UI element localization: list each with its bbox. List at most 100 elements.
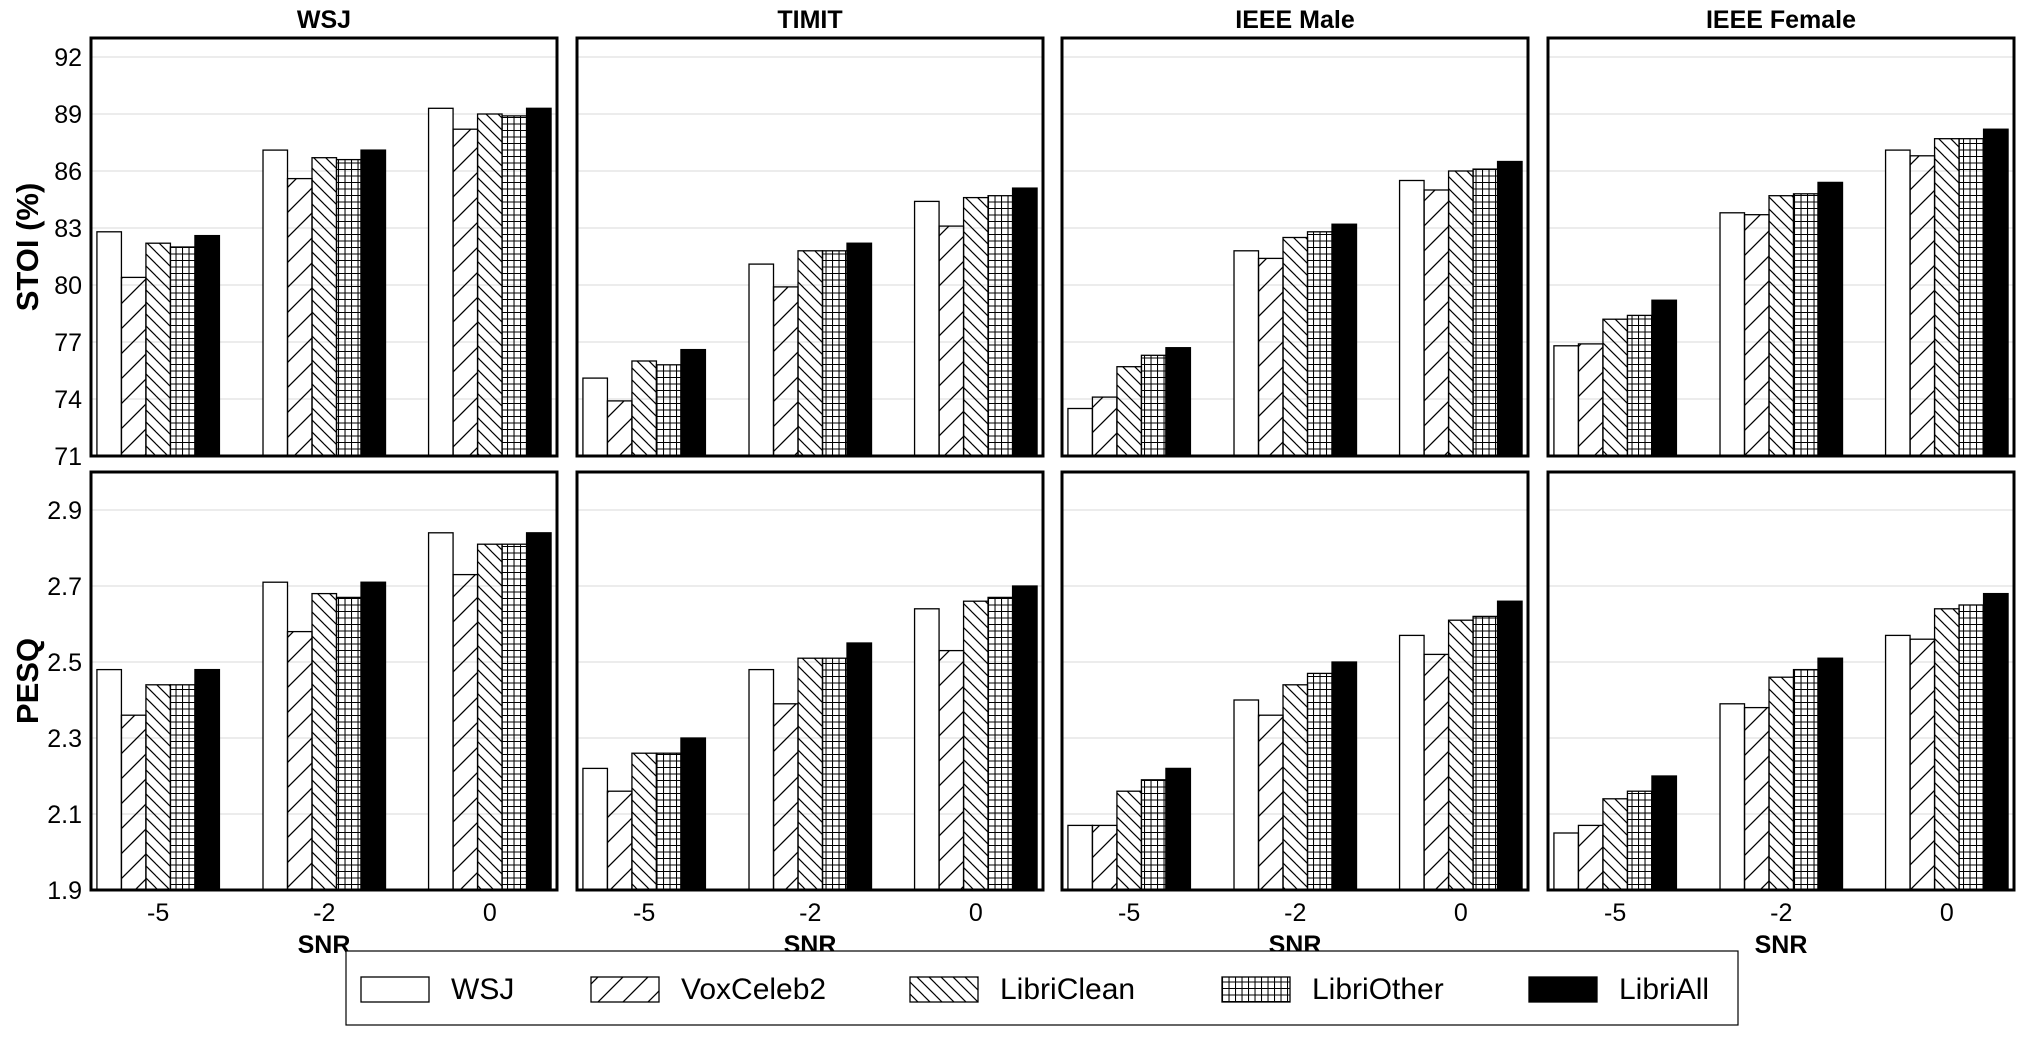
panels: WSJ 71 74 77 80 83 86 89 92 TIMIT IEEE Male IEEE Fe… [10,6,2016,959]
bar-wsj--2 [1233,250,1260,457]
bar-voxceleb2-0 [1909,155,1936,457]
y-tick-label: 89 [54,101,82,129]
bar-libriall--5 [194,668,221,891]
y-tick-label: 80 [54,272,82,300]
bar-voxceleb2--5 [120,276,147,457]
legend-entry-wsj: WSJ [360,973,514,1006]
bar-libriall--5 [1651,775,1678,891]
bar-libriclean--5 [1602,318,1629,457]
bar-libriall--2 [1817,181,1844,457]
y-tick-label: 86 [54,158,82,186]
y-tick-label: 2.7 [47,573,82,601]
y-axis-title: STOI (%) [10,183,45,312]
bar-libriclean--5 [1116,366,1143,457]
bar-libriother--2 [1792,668,1819,891]
bar-libriall-0 [525,107,552,457]
bar-wsj--2 [262,149,289,457]
panel-frame [89,470,559,892]
legend-label: LibriAll [1619,973,1709,1006]
bar-libriother--5 [655,752,682,891]
bar-libriall-0 [1496,160,1523,457]
y-tick-label: 71 [54,443,82,471]
bar-libriall--5 [680,737,707,891]
bar-voxceleb2--5 [1577,824,1604,891]
panel-frame [89,36,559,458]
bar-voxceleb2--2 [1257,257,1284,457]
bar-wsj--5 [96,668,123,891]
legend-swatch [1221,976,1291,1003]
legend-label: LibriOther [1312,973,1444,1006]
bar-libriother-0 [987,596,1014,891]
bar-libriall--5 [680,348,707,457]
bar-wsj--2 [1719,212,1746,457]
x-tick-label: -5 [1604,899,1626,927]
bar-wsj--5 [1553,832,1580,891]
bar-wsj-0 [913,608,940,891]
bar-libriclean-0 [476,543,503,891]
bar-voxceleb2--2 [772,703,799,891]
bar-voxceleb2--2 [286,177,313,457]
bar-libriother--5 [1140,354,1167,457]
bar-wsj-0 [1884,149,1911,457]
legend-swatch [909,976,979,1003]
panel-frame [1546,470,2016,892]
bar-wsj--5 [582,377,609,457]
x-tick-label: -2 [313,899,335,927]
bar-libriall-0 [1011,187,1038,457]
bar-wsj--2 [748,668,775,891]
bar-libriclean--2 [311,592,338,891]
x-tick-label: 0 [1940,899,1954,927]
legend-swatch [360,976,430,1003]
bar-voxceleb2--5 [1577,343,1604,457]
bar-libriclean--5 [145,242,172,457]
bar-voxceleb2--2 [1743,214,1770,457]
bar-voxceleb2--2 [1257,714,1284,891]
legend-swatch [1528,976,1598,1003]
bar-libriall--2 [360,149,387,457]
bar-libriother--2 [1306,672,1333,891]
bar-libriother-0 [501,115,528,457]
legend-frame [345,950,1739,1026]
bar-libriclean-0 [476,113,503,457]
bar-libriother--5 [655,364,682,457]
panel-pesq-3: -5 -2 0 SNR [1546,470,2016,959]
bar-libriall--2 [846,642,873,891]
y-tick-label: 74 [54,386,82,414]
bar-voxceleb2-0 [452,128,479,457]
x-tick-label: 0 [483,899,497,927]
bar-libriclean-0 [962,600,989,891]
bar-libriclean--5 [145,684,172,891]
bar-voxceleb2--5 [1091,824,1118,891]
bar-libriclean-0 [1933,138,1960,457]
x-tick-label: -5 [1118,899,1140,927]
y-tick-label: 92 [54,44,82,72]
bar-wsj-0 [1398,634,1425,891]
y-tick-label: 2.1 [47,801,82,829]
bar-libriother--5 [169,684,196,891]
x-axis-title: SNR [1755,931,1808,959]
y-axis-title: PESQ [10,638,45,724]
x-tick-label: -5 [147,899,169,927]
legend-entry-libriall: LibriAll [1528,973,1709,1006]
panel-frame [575,36,1045,458]
bar-libriother-0 [1958,604,1985,891]
bar-wsj--5 [96,231,123,457]
y-tick-label: 2.9 [47,497,82,525]
bar-voxceleb2--2 [1743,706,1770,891]
legend-swatch [590,976,660,1003]
bar-voxceleb2-0 [938,649,965,891]
bar-libriclean--2 [1282,684,1309,891]
bar-libriall-0 [1011,585,1038,891]
bar-libriall-0 [1496,600,1523,891]
panel-stoi-1: TIMIT [575,6,1045,458]
bar-wsj--5 [582,767,609,891]
bar-libriclean--5 [631,360,658,457]
panel-stoi-2: IEEE Male [1060,6,1530,458]
bar-wsj-0 [1398,179,1425,457]
x-tick-label: 0 [969,899,983,927]
bar-libriclean--5 [631,752,658,891]
bar-libriother--2 [335,158,362,457]
x-tick-label: -2 [1770,899,1792,927]
bar-libriclean-0 [1447,619,1474,891]
